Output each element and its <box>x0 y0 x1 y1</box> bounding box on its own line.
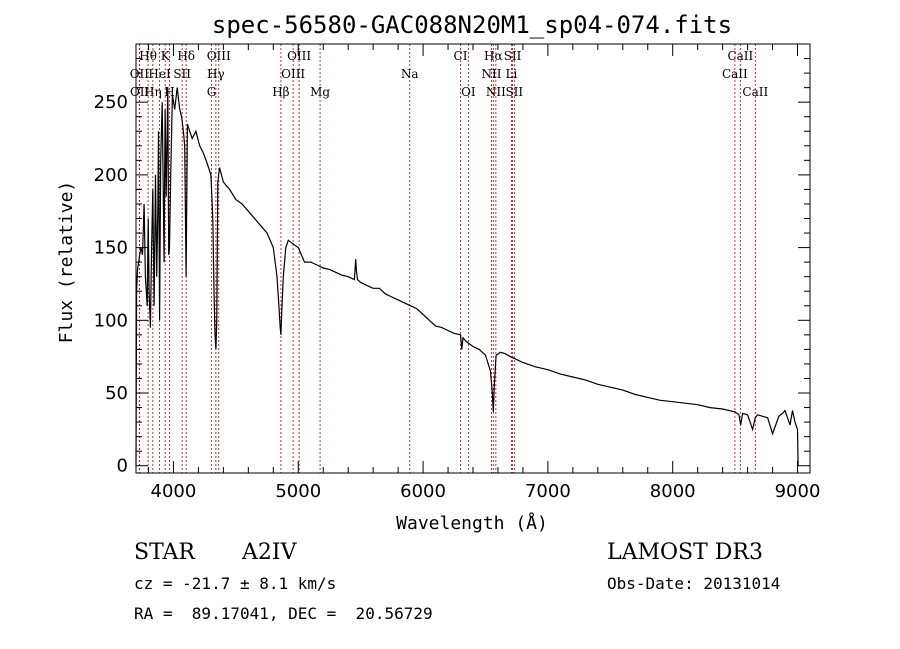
spectral-line-label: Li <box>506 67 518 81</box>
spectral-line-label: SII <box>505 85 523 99</box>
y-tick-label: 50 <box>105 383 128 404</box>
y-tick-label: 250 <box>94 92 128 113</box>
survey-name: LAMOST DR3 <box>607 540 763 565</box>
flux-series-line <box>135 87 799 466</box>
plot-frame <box>135 43 811 474</box>
spectral-line-label: HeI <box>148 67 171 81</box>
spectral-line-label: NII <box>481 67 501 81</box>
coordinates: RA = 89.17041, DEC = 20.56729 <box>134 604 433 623</box>
x-tick-label: 6000 <box>400 481 446 502</box>
spectral-line-label: Hη <box>144 85 162 99</box>
spectral-line-label: CaII <box>722 67 748 81</box>
spectral-line-label: OII <box>130 85 150 99</box>
spectral-line-label: CaII <box>727 49 753 63</box>
object-subclass: A2IV <box>242 540 297 565</box>
spectral-line-label: Na <box>401 67 419 81</box>
spectral-line-label: OI <box>461 85 476 99</box>
axis-ticks: 4000 5000 6000 7000 8000 9000 0 50 100 150 200 250 <box>94 44 821 502</box>
spectral-line-label: Hγ <box>207 67 225 81</box>
x-tick-label: 9000 <box>775 481 821 502</box>
spectral-line-label: G <box>207 85 217 99</box>
spectral-line-label: OIII <box>287 49 311 63</box>
spectral-line-label: Hβ <box>272 85 289 99</box>
spectral-line-label: K <box>161 49 171 63</box>
spectral-line-label: Hδ <box>177 49 195 63</box>
x-tick-label: 7000 <box>525 481 571 502</box>
spectral-line-label: H <box>164 85 174 99</box>
spectral-line-markers <box>138 44 756 473</box>
x-tick-label: 8000 <box>650 481 696 502</box>
spectral-line-label: SII <box>173 67 191 81</box>
spectral-line-label: OIII <box>281 67 305 81</box>
y-tick-label: 200 <box>94 165 128 186</box>
spectral-line-label: SII <box>504 49 522 63</box>
spectral-line-label: Hα <box>484 49 503 63</box>
x-axis-label: Wavelength (Å) <box>396 512 548 534</box>
spectral-line-label: CI <box>454 49 468 63</box>
spectral-line-label: Mg <box>310 85 330 99</box>
y-tick-label: 150 <box>94 238 128 259</box>
obs-date: Obs-Date: 20131014 <box>607 574 781 593</box>
spectral-line-label: Hθ <box>139 49 157 63</box>
chart-title: spec-56580-GAC088N20M1_sp04-074.fits <box>212 11 732 39</box>
spectral-line-label: NII <box>486 85 506 99</box>
y-tick-label: 0 <box>117 456 128 477</box>
spectral-line-label: CaII <box>742 85 768 99</box>
x-tick-label: 5000 <box>275 481 321 502</box>
x-tick-label: 4000 <box>151 481 197 502</box>
redshift-cz: cz = -21.7 ± 8.1 km/s <box>134 574 337 593</box>
spectral-line-label: OII <box>130 67 150 81</box>
y-tick-label: 100 <box>94 310 128 331</box>
spectral-line-label: OIII <box>207 49 231 63</box>
y-axis-label: Flux (relative) <box>56 181 77 344</box>
object-class: STAR <box>134 540 195 565</box>
